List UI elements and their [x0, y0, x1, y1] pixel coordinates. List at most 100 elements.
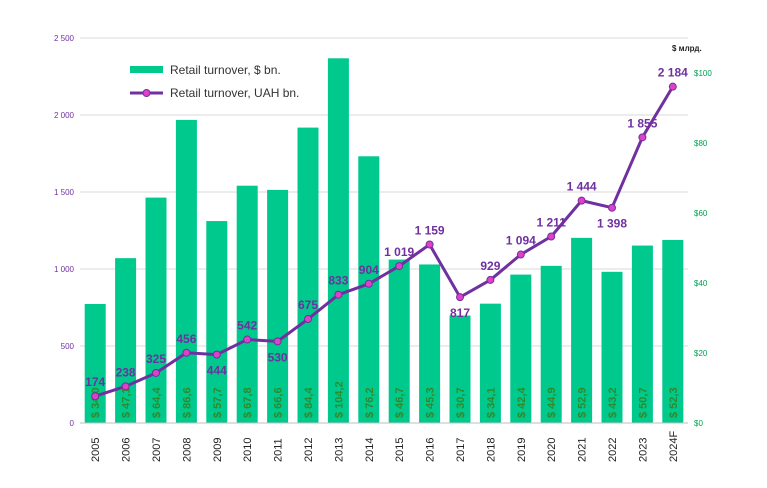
usd-bar-label: $ 67,8 — [242, 387, 254, 418]
usd-bar-labels: $ 34,0 $ 47,1 $ 64,4 $ 86,6 $ 57,7 $ 67,8 $ 66… — [90, 381, 680, 418]
right-tick-label: $100 — [694, 69, 712, 78]
uah-point — [182, 348, 191, 357]
right-tick-label: $40 — [694, 279, 708, 288]
uah-point-label: 238 — [116, 365, 136, 379]
uah-point-label: 1 019 — [384, 245, 414, 259]
right-tick-label: $60 — [694, 209, 708, 218]
uah-point — [516, 250, 525, 259]
usd-bar-label: $ 84,4 — [303, 387, 315, 418]
usd-bar-label: $ 66,6 — [273, 387, 285, 418]
uah-point-label: 1 159 — [415, 224, 445, 238]
usd-bar — [236, 185, 258, 423]
uah-point-label: 542 — [237, 319, 257, 333]
legend-swatch-bar — [130, 66, 163, 73]
uah-point-label: 833 — [328, 274, 348, 288]
usd-bar — [115, 258, 137, 423]
usd-bar — [145, 197, 167, 423]
x-tick-label: 2013 — [333, 438, 345, 462]
right-tick-label: $80 — [694, 139, 708, 148]
x-tick-label: 2007 — [151, 438, 163, 462]
x-tick-label: 2017 — [455, 438, 467, 462]
usd-bar — [662, 239, 684, 423]
usd-bar — [449, 315, 471, 423]
usd-bar-label: $ 57,7 — [212, 387, 224, 418]
usd-bar — [327, 58, 349, 424]
left-axis: 0 500 1 000 1 500 2 000 2 500 — [54, 34, 75, 428]
usd-bar-label: $ 64,4 — [151, 387, 163, 418]
x-tick-label: 2018 — [485, 438, 497, 462]
right-axis-unit-label: $ млрд. — [672, 44, 702, 53]
usd-bar — [540, 265, 562, 423]
usd-bar-label: $ 34,1 — [485, 387, 497, 418]
legend: Retail turnover, $ bn. Retail turnover, … — [130, 63, 299, 100]
usd-bar — [631, 245, 653, 423]
uah-point — [212, 350, 221, 359]
usd-bar — [388, 259, 410, 423]
uah-point-label: 444 — [207, 364, 227, 378]
uah-point-label: 2 184 — [658, 66, 688, 80]
uah-line-path — [94, 85, 675, 398]
usd-bar-label: $ 34,0 — [90, 387, 102, 418]
right-tick-label: $20 — [694, 349, 708, 358]
usd-bars — [84, 58, 684, 424]
usd-bar — [297, 127, 319, 423]
uah-point-label: 1 444 — [567, 180, 597, 194]
uah-point-label: 1 398 — [597, 217, 627, 231]
usd-bar-label: $ 47,1 — [121, 387, 133, 418]
legend-swatch-marker — [142, 89, 151, 97]
x-tick-label: 2014 — [364, 438, 376, 462]
usd-bar — [601, 271, 623, 423]
legend-label-bar: Retail turnover, $ bn. — [170, 63, 281, 77]
x-tick-label: 2020 — [546, 438, 558, 462]
uah-point-label: 904 — [359, 263, 379, 277]
uah-point — [547, 232, 556, 241]
uah-point-label: 929 — [480, 259, 500, 273]
usd-bar-label: $ 52,3 — [668, 387, 680, 418]
x-tick-label: 2023 — [637, 438, 649, 462]
usd-bar — [419, 264, 441, 423]
x-tick-label: 2022 — [607, 438, 619, 462]
usd-bar-label: $ 50,7 — [637, 387, 649, 418]
left-tick-label: 2 500 — [54, 34, 75, 43]
usd-bar — [479, 303, 501, 423]
x-tick-label: 2012 — [303, 438, 315, 462]
x-tick-label: 2005 — [90, 438, 102, 462]
uah-line — [91, 82, 677, 401]
right-axis: $0 $20 $40 $60 $80 $100 — [694, 69, 712, 428]
uah-point-label: 1 211 — [537, 216, 567, 230]
usd-bar-label: $ 44,9 — [546, 387, 558, 418]
x-tick-label: 2019 — [516, 438, 528, 462]
usd-bar-label: $ 45,3 — [425, 387, 437, 418]
uah-point — [608, 203, 616, 212]
usd-bar-label: $ 30,7 — [455, 387, 467, 418]
usd-bar — [267, 189, 289, 423]
uah-point — [273, 337, 282, 346]
right-tick-label: $0 — [694, 419, 703, 428]
uah-point — [395, 262, 404, 271]
usd-bar — [510, 274, 532, 423]
uah-point-label: 1 855 — [627, 116, 657, 130]
uah-point-label: 174 — [85, 375, 105, 389]
usd-bar-label: $ 43,2 — [607, 387, 619, 418]
uah-point — [334, 290, 343, 299]
uah-point-label: 325 — [146, 352, 166, 366]
left-tick-label: 1 500 — [54, 188, 75, 197]
uah-point-label: 456 — [176, 332, 196, 346]
usd-bar-label: $ 42,4 — [516, 387, 528, 418]
uah-point — [638, 133, 647, 142]
uah-point-label: 530 — [268, 350, 288, 364]
uah-point — [152, 368, 160, 377]
usd-bar-label: $ 76,2 — [364, 387, 376, 418]
left-tick-label: 500 — [61, 342, 75, 351]
uah-point — [364, 279, 373, 288]
x-tick-label: 2016 — [425, 438, 437, 462]
left-tick-label: 2 000 — [54, 111, 75, 120]
x-tick-label: 2011 — [273, 438, 285, 462]
uah-point — [243, 335, 252, 344]
uah-point — [425, 240, 434, 249]
usd-bar-label: $ 46,7 — [394, 387, 406, 418]
uah-point-label: 1 094 — [506, 234, 536, 248]
uah-point — [91, 392, 100, 401]
